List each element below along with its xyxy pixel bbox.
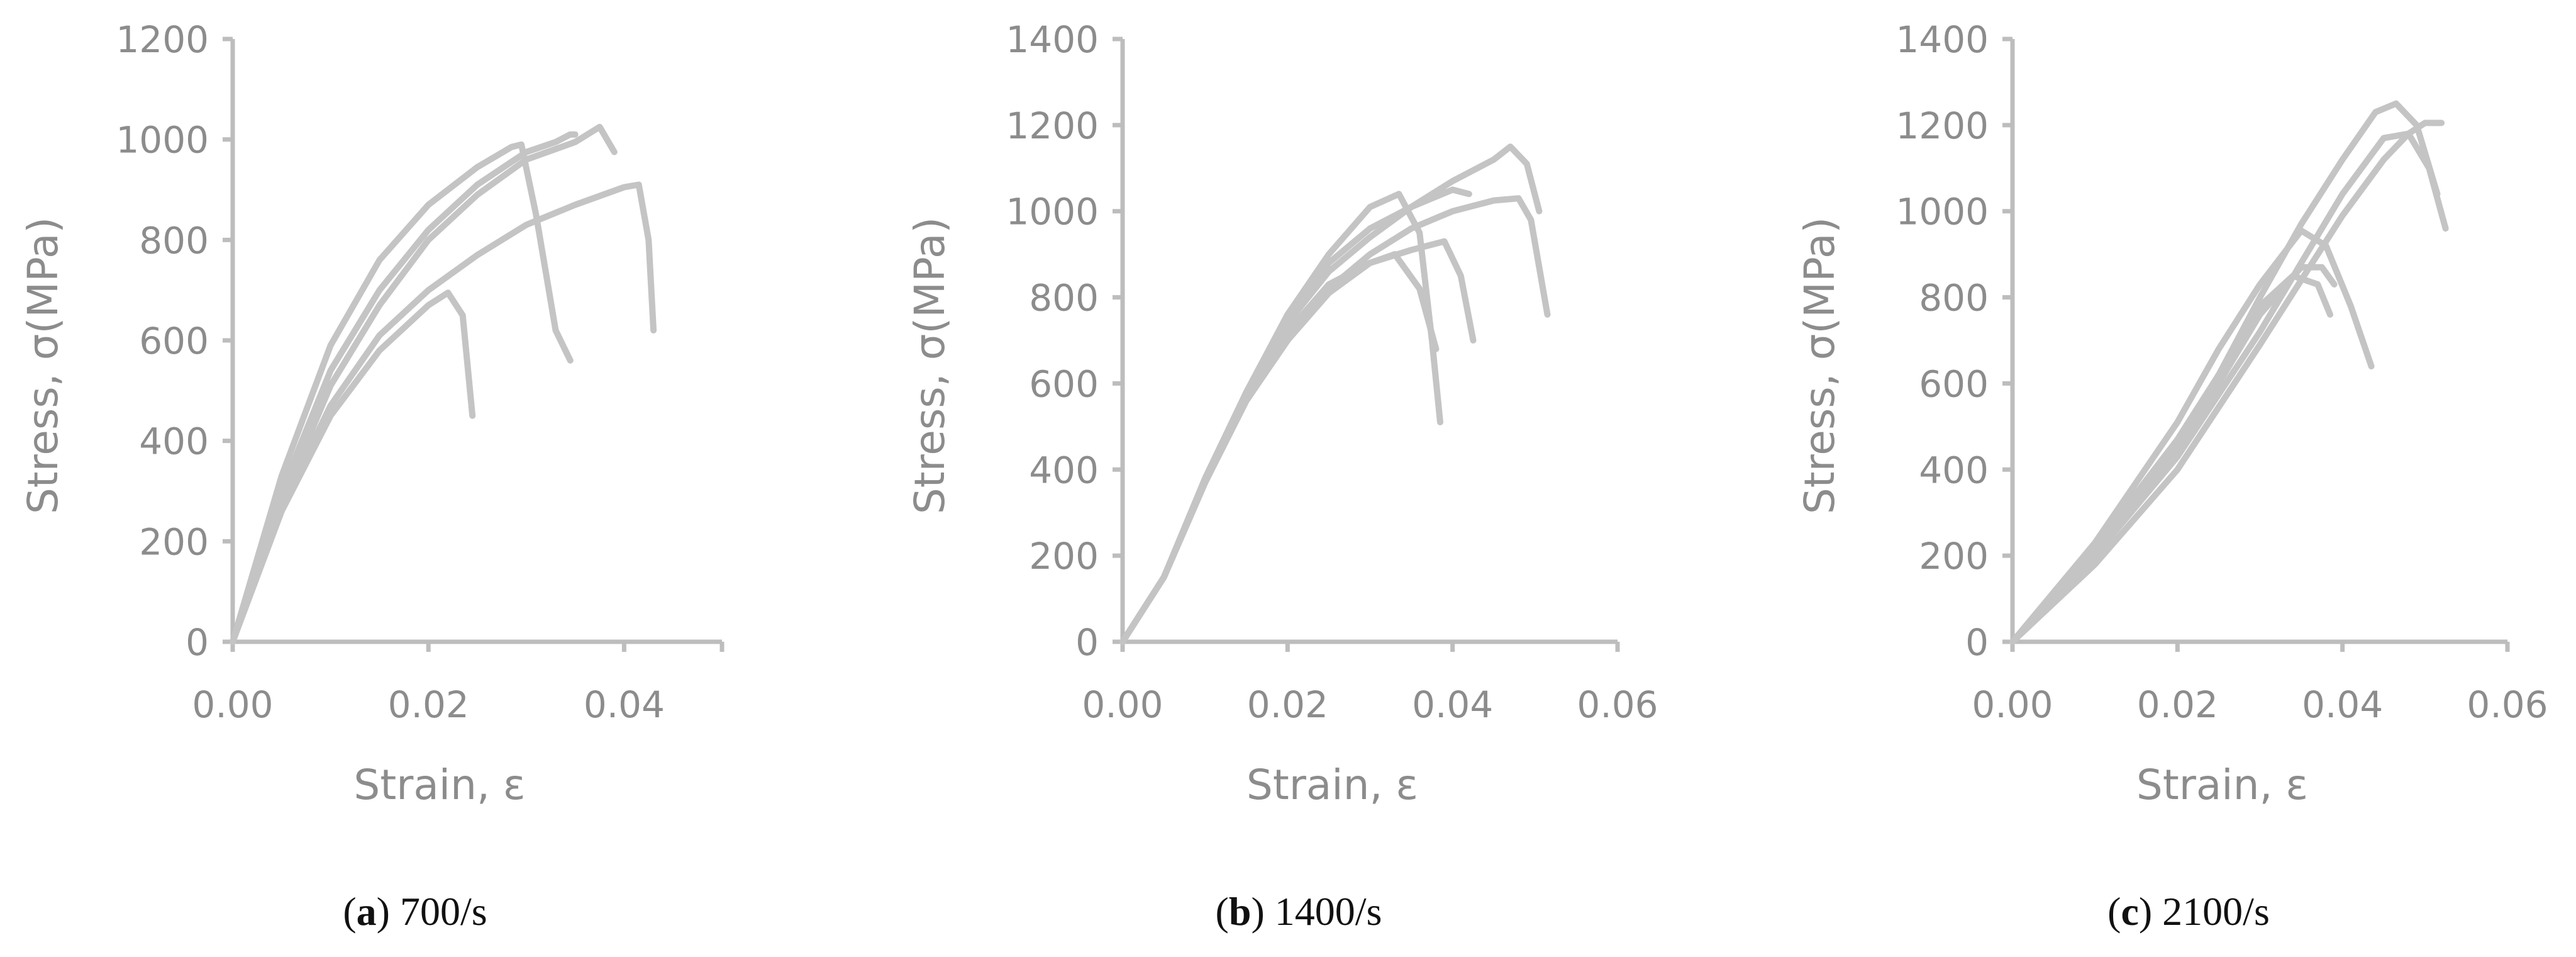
y-tick-label: 600	[1919, 362, 1989, 405]
y-tick-label: 0	[186, 621, 209, 664]
caption-open-paren: (	[2107, 889, 2121, 934]
chart-panel-c: 0 200 400 600 800 1000 1200 1400 0.00 0.02 0.04 0.0…	[1796, 18, 2548, 934]
y-tick-label: 1000	[1006, 191, 1099, 233]
panel-caption: (c) 2100/s	[2107, 889, 2270, 934]
panel-caption: (a) 700/s	[343, 889, 487, 934]
x-tick-label: 0.00	[1082, 683, 1163, 726]
x-tick-label: 0.04	[584, 683, 665, 726]
y-tick-label: 200	[1919, 535, 1989, 578]
series-line-2	[230, 181, 657, 645]
y-tick-label: 1200	[116, 18, 209, 61]
x-tick-label: 0.06	[2467, 683, 2548, 726]
caption-open-paren: (	[343, 889, 356, 934]
caption-text: 1400/s	[1265, 889, 1382, 934]
caption-text: 2100/s	[2152, 889, 2270, 934]
y-tick-label: 0	[1075, 621, 1099, 664]
x-axis-title: Strain, ε	[1246, 761, 1418, 809]
y-tick-label: 400	[1919, 449, 1989, 491]
series-line-6	[1119, 143, 1543, 645]
y-tick-label: 1200	[1006, 104, 1099, 147]
caption-close-paren: )	[2139, 889, 2152, 934]
series-line-5	[2009, 120, 2445, 645]
series-line-4	[2009, 100, 2441, 645]
caption-close-paren: )	[377, 889, 390, 934]
x-tick-label: 0.02	[1247, 683, 1328, 726]
series-line-3	[230, 141, 574, 645]
y-tick-label: 800	[1919, 277, 1989, 320]
series-line-5	[230, 123, 618, 645]
x-axis-title: Strain, ε	[353, 761, 525, 809]
caption-close-paren: )	[1251, 889, 1264, 934]
series-line-2	[1119, 251, 1440, 645]
panel-caption: (b) 1400/s	[1216, 889, 1382, 934]
series-line-6	[2009, 130, 2449, 645]
caption-letter: b	[1229, 889, 1252, 934]
x-tick-label: 0.04	[2302, 683, 2383, 726]
y-tick-label: 1400	[1006, 18, 1099, 61]
series-line-4	[230, 131, 579, 645]
series-line-2	[2009, 227, 2375, 645]
x-tick-label: 0.06	[1577, 683, 1658, 726]
y-tick-label: 1400	[1896, 18, 1989, 61]
caption-text: 700/s	[390, 889, 487, 934]
y-tick-label: 200	[1029, 535, 1099, 578]
caption-letter: c	[2121, 889, 2138, 934]
y-tick-label: 1000	[1896, 191, 1989, 233]
series-line-1	[1119, 191, 1443, 645]
y-axis-title: Stress, σ(MPa)	[1796, 217, 1844, 514]
y-tick-label: 400	[139, 420, 209, 463]
x-tick-label: 0.00	[1972, 683, 2053, 726]
caption-open-paren: (	[1216, 889, 1229, 934]
x-tick-label: 0.00	[192, 683, 273, 726]
y-tick-label: 600	[1029, 362, 1099, 405]
y-tick-label: 0	[1965, 621, 1989, 664]
series-line-4	[1119, 186, 1472, 645]
chart-panel-a: 0 200 400 600 800 1000 1200 0.00 0.02 0.04 Strain,…	[19, 18, 724, 934]
y-tick-label: 800	[1029, 277, 1099, 320]
y-axis-title: Stress, σ(MPa)	[906, 217, 954, 514]
x-axis-title: Strain, ε	[2136, 761, 2308, 809]
caption-letter: a	[357, 889, 377, 934]
y-tick-label: 200	[139, 520, 209, 563]
x-tick-label: 0.04	[1412, 683, 1493, 726]
y-tick-label: 1200	[1896, 104, 1989, 147]
y-tick-label: 600	[139, 320, 209, 362]
x-tick-label: 0.02	[388, 683, 469, 726]
y-tick-label: 1000	[116, 119, 209, 162]
y-tick-label: 800	[139, 219, 209, 262]
y-axis-title: Stress, σ(MPa)	[19, 217, 67, 514]
y-tick-label: 400	[1029, 449, 1099, 491]
chart-panel-b: 0 200 400 600 800 1000 1200 1400 0.00 0.02 0.04 0.0…	[906, 18, 1658, 934]
x-tick-label: 0.02	[2137, 683, 2218, 726]
